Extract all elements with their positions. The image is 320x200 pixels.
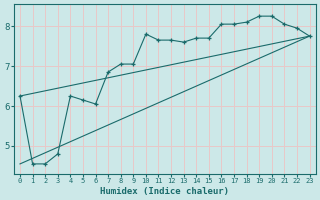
X-axis label: Humidex (Indice chaleur): Humidex (Indice chaleur) [100,187,229,196]
